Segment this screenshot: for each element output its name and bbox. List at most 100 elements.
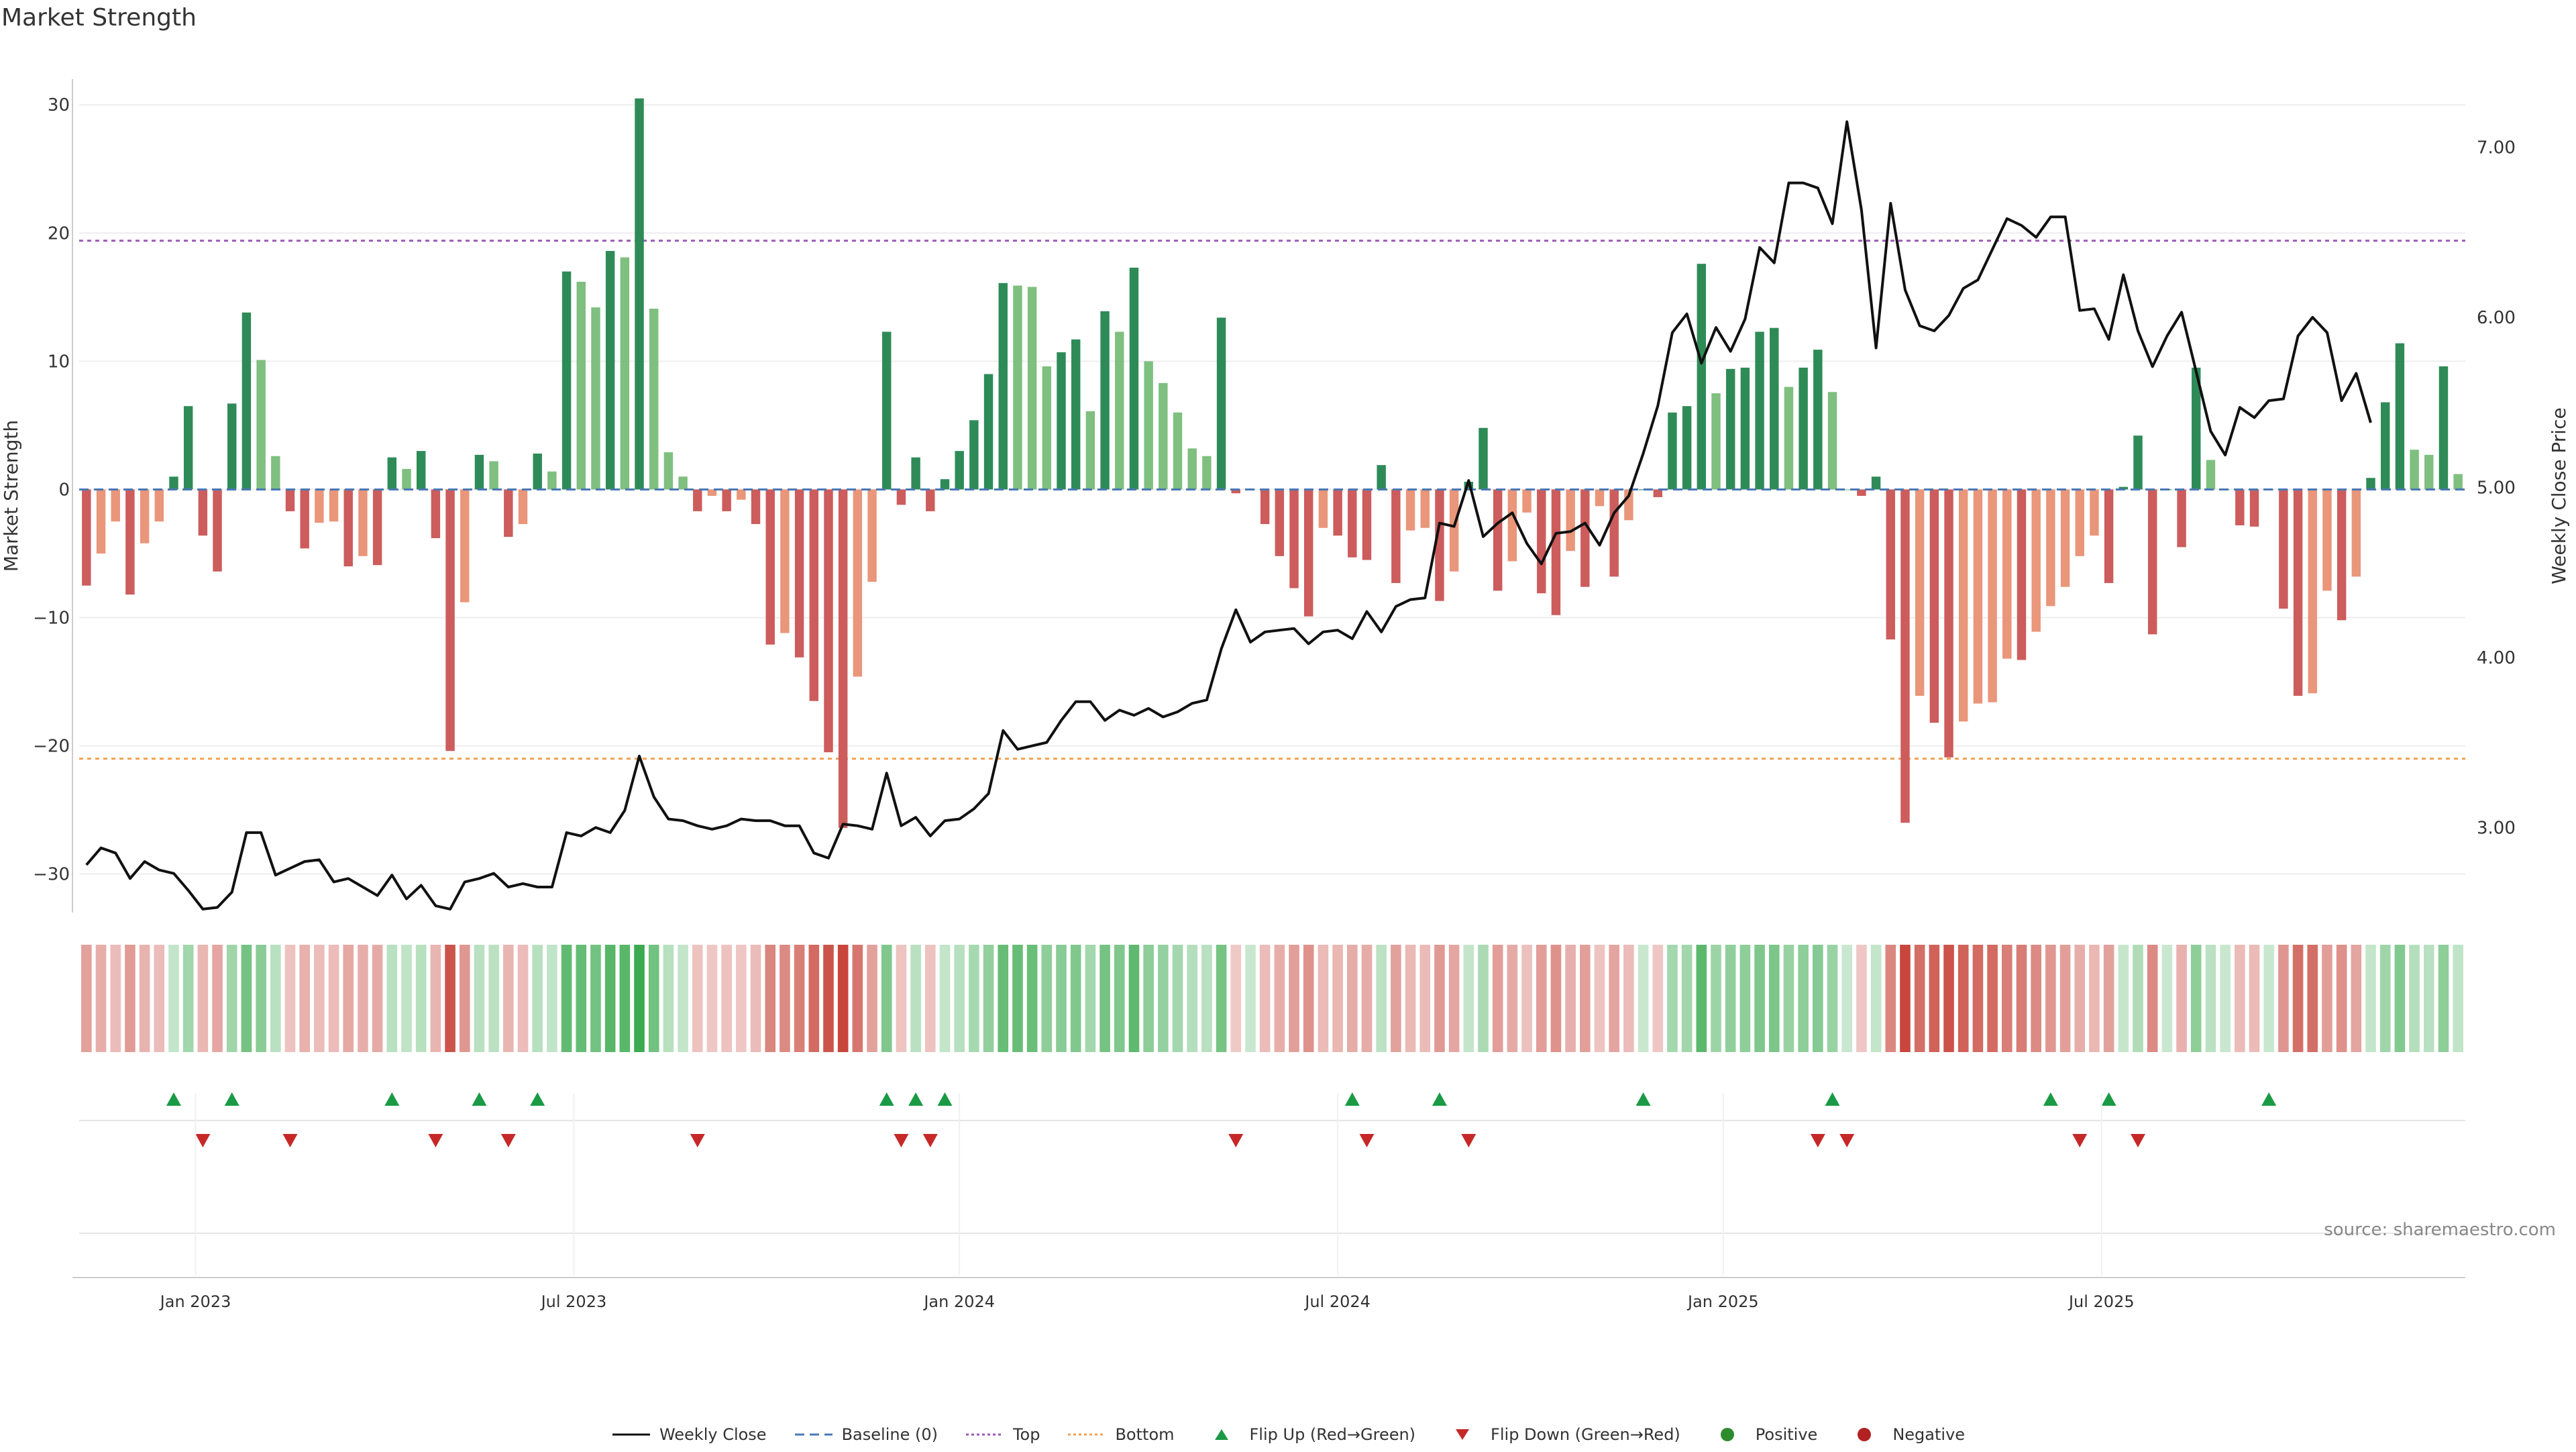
strength-bar [824,489,833,753]
strength-bar [1129,267,1139,490]
strength-bar [1959,489,1968,722]
strength-bar [1725,368,1735,490]
strength-bar [2133,435,2143,490]
heat-cell [1274,945,1285,1052]
flip-down-marker [1810,1134,1825,1147]
strength-bar [1813,350,1823,490]
legend-item: Flip Down (Green→Red) [1442,1425,1680,1444]
strength-bar [315,489,324,523]
strength-bar [111,489,120,522]
heat-cell [2365,945,2376,1052]
heat-cell [881,945,892,1052]
strength-bar [1479,427,1488,490]
flip-up-marker [1635,1092,1651,1106]
strength-bar [1377,465,1386,490]
strength-bar [140,489,150,543]
strength-bar [2235,489,2245,525]
heat-cell [1972,945,1984,1052]
flip-down-marker [922,1134,938,1147]
heat-cell [2059,945,2071,1052]
heat-cell [1798,945,1809,1052]
heat-cell [1346,945,1358,1052]
heat-cell [2031,945,2041,1052]
heat-cell [2089,945,2100,1052]
strength-bar [2192,367,2201,490]
heat-cell [823,945,834,1052]
heat-cell [1536,945,1547,1052]
heat-cell [590,945,601,1052]
strength-bar [504,489,513,537]
strength-bar [911,457,920,490]
strength-bar [765,489,775,645]
heat-cell [95,945,107,1052]
heat-cell [284,945,296,1052]
heat-cell [1565,945,1576,1052]
heat-cell [1521,945,1532,1052]
heat-cell [1361,945,1373,1052]
heat-cell [2001,945,2012,1052]
strength-bar [1100,311,1110,490]
heat-cell [1957,945,1969,1052]
flip-up-marker [937,1092,953,1106]
heat-cell [1085,945,1096,1052]
strength-bar [1711,393,1721,490]
heat-cell [2220,945,2231,1052]
x-tick-label: Jul 2023 [540,1292,607,1311]
x-tick-label: Jan 2025 [1686,1292,1759,1311]
heat-cell [125,945,136,1052]
x-tick-label: Jan 2023 [159,1292,231,1311]
heat-cell [1711,945,1721,1052]
heat-cell [2045,945,2056,1052]
strength-bar [96,489,106,554]
strength-bar [1900,489,1910,823]
heat-cell [1230,945,1242,1052]
strength-bar [809,489,819,701]
strength-bar [605,251,615,490]
strength-bar [838,489,848,828]
heat-cell [2103,945,2114,1052]
legend-swatch [1068,1433,1106,1436]
heat-cell [2133,945,2143,1052]
flip-up-marker [224,1092,239,1106]
strength-bar [2118,486,2129,490]
strength-bar [1202,456,1212,490]
heat-cell [1245,945,1256,1052]
heat-cell [1929,945,1940,1052]
strength-bar [1405,489,1415,531]
strength-bar [751,489,761,525]
heat-cell [896,945,907,1052]
heat-cell [1012,945,1023,1052]
strength-bar [372,489,382,566]
heat-cell [2453,945,2463,1052]
heat-cell [256,945,266,1052]
strength-bar [431,489,441,539]
strength-bar [2104,489,2114,583]
strength-bar [693,489,702,511]
strength-bar [533,453,542,490]
strength-bar [2031,489,2041,632]
strength-bar [1493,489,1503,591]
heat-cell [2161,945,2173,1052]
strength-bar [1799,367,1808,490]
flip-down-marker [1359,1134,1375,1147]
heat-cell [1391,945,1401,1052]
strength-bar [1682,406,1692,490]
strength-bar [737,489,746,500]
heat-cell [808,945,820,1052]
heat-cell [1463,945,1474,1052]
strength-bar [402,468,411,490]
strength-bar [882,331,892,490]
heat-cell [168,945,179,1052]
heat-cell [1070,945,1081,1052]
heat-cell [241,945,252,1052]
strength-bar [2366,478,2375,490]
strength-bar [1115,331,1124,490]
strength-bar [1886,489,1896,640]
legend-swatch [612,1433,650,1436]
legend-item: Bottom [1067,1425,1175,1444]
y-axis-title: Market Strength [0,420,22,572]
strength-bar [2206,460,2216,490]
strength-bar [2075,489,2084,556]
strength-bar [2279,489,2288,609]
legend-item: Top [965,1425,1040,1444]
